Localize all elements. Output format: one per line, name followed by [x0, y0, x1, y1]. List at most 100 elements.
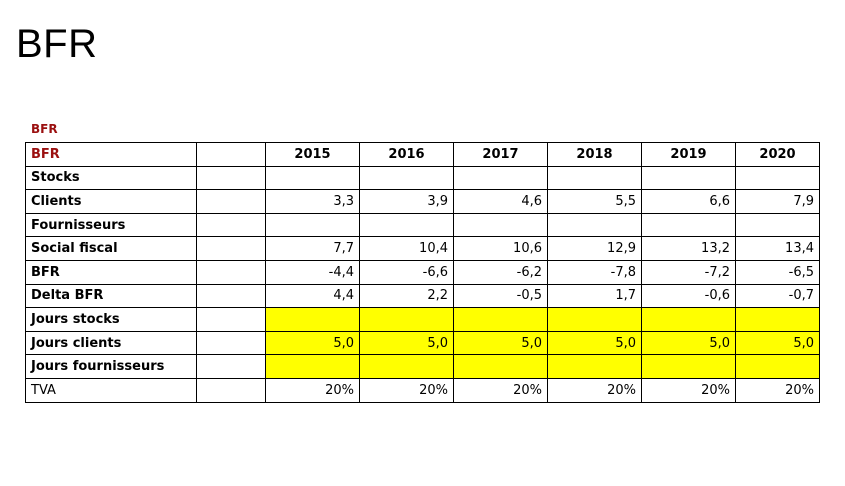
row-bfr: BFR -4,4 -6,6 -6,2 -7,8 -7,2 -6,5 [25, 259, 820, 285]
input-cell[interactable] [359, 354, 454, 379]
value-cell: 20% [547, 377, 642, 403]
value-cell [641, 212, 736, 238]
row-label: Stocks [25, 165, 197, 191]
value-cell: -7,2 [641, 259, 736, 285]
value-cell: 4,4 [265, 283, 360, 309]
value-cell [735, 165, 820, 191]
input-cell[interactable] [735, 354, 820, 379]
value-cell: 20% [453, 377, 548, 403]
row-delta-bfr: Delta BFR 4,4 2,2 -0,5 1,7 -0,6 -0,7 [25, 283, 820, 309]
input-cell[interactable] [641, 307, 736, 332]
value-cell: 13,4 [735, 236, 820, 261]
value-cell [359, 212, 454, 238]
value-cell [453, 165, 548, 191]
blank-cell [196, 189, 266, 214]
value-cell: 5,5 [547, 189, 642, 214]
value-cell: 10,4 [359, 236, 454, 261]
value-cell: 3,3 [265, 189, 360, 214]
blank-cell [196, 354, 266, 379]
row-label: Fournisseurs [25, 212, 197, 238]
year-2016: 2016 [359, 142, 454, 167]
value-cell: 12,9 [547, 236, 642, 261]
input-cell[interactable]: 5,0 [265, 330, 360, 356]
value-cell: 20% [641, 377, 736, 403]
row-label: BFR [25, 259, 197, 285]
input-cell[interactable]: 5,0 [453, 330, 548, 356]
year-2019: 2019 [641, 142, 736, 167]
row-fournisseurs: Fournisseurs [25, 212, 820, 238]
value-cell: -6,6 [359, 259, 454, 285]
blank-cell [196, 165, 266, 191]
year-2015: 2015 [265, 142, 360, 167]
value-cell: 20% [735, 377, 820, 403]
blank-cell [196, 212, 266, 238]
blank-cell [196, 236, 266, 261]
blank-cell [196, 283, 266, 309]
input-cell[interactable] [547, 307, 642, 332]
row-tva: TVA 20% 20% 20% 20% 20% 20% [25, 377, 820, 403]
header-label: BFR [25, 142, 197, 167]
table-caption: BFR [31, 122, 58, 136]
value-cell: -6,5 [735, 259, 820, 285]
input-cell[interactable]: 5,0 [641, 330, 736, 356]
value-cell: -4,4 [265, 259, 360, 285]
blank-cell [196, 330, 266, 356]
input-cell[interactable] [359, 307, 454, 332]
value-cell: 7,7 [265, 236, 360, 261]
row-label: Jours stocks [25, 307, 197, 332]
page-title: BFR [16, 22, 98, 66]
value-cell [641, 165, 736, 191]
row-label: Social fiscal [25, 236, 197, 261]
input-cell[interactable] [265, 307, 360, 332]
value-cell: 13,2 [641, 236, 736, 261]
blank-cell [196, 142, 266, 167]
value-cell: 10,6 [453, 236, 548, 261]
value-cell: 2,2 [359, 283, 454, 309]
value-cell [547, 165, 642, 191]
value-cell [265, 212, 360, 238]
year-2018: 2018 [547, 142, 642, 167]
value-cell: 1,7 [547, 283, 642, 309]
input-cell[interactable]: 5,0 [547, 330, 642, 356]
value-cell [735, 212, 820, 238]
value-cell: 3,9 [359, 189, 454, 214]
value-cell: 6,6 [641, 189, 736, 214]
row-jours-clients: Jours clients 5,0 5,0 5,0 5,0 5,0 5,0 [25, 330, 820, 356]
row-label: Clients [25, 189, 197, 214]
input-cell[interactable]: 5,0 [735, 330, 820, 356]
row-jours-fournisseurs: Jours fournisseurs [25, 354, 820, 379]
blank-cell [196, 377, 266, 403]
value-cell: -7,8 [547, 259, 642, 285]
row-clients: Clients 3,3 3,9 4,6 5,5 6,6 7,9 [25, 189, 820, 214]
row-label: TVA [25, 377, 197, 403]
bfr-table: BFR 2015 2016 2017 2018 2019 2020 Stocks… [25, 142, 820, 403]
input-cell[interactable] [641, 354, 736, 379]
value-cell [359, 165, 454, 191]
value-cell: -0,7 [735, 283, 820, 309]
row-label: Delta BFR [25, 283, 197, 309]
input-cell[interactable]: 5,0 [359, 330, 454, 356]
year-2020: 2020 [735, 142, 820, 167]
value-cell: 20% [359, 377, 454, 403]
input-cell[interactable] [265, 354, 360, 379]
value-cell [547, 212, 642, 238]
row-jours-stocks: Jours stocks [25, 307, 820, 332]
input-cell[interactable] [547, 354, 642, 379]
row-social-fiscal: Social fiscal 7,7 10,4 10,6 12,9 13,2 13… [25, 236, 820, 261]
header-row: BFR 2015 2016 2017 2018 2019 2020 [25, 142, 820, 167]
row-label: Jours clients [25, 330, 197, 356]
value-cell: -0,6 [641, 283, 736, 309]
row-label: Jours fournisseurs [25, 354, 197, 379]
value-cell: -0,5 [453, 283, 548, 309]
input-cell[interactable] [453, 307, 548, 332]
value-cell: 7,9 [735, 189, 820, 214]
blank-cell [196, 307, 266, 332]
row-stocks: Stocks [25, 165, 820, 191]
input-cell[interactable] [735, 307, 820, 332]
input-cell[interactable] [453, 354, 548, 379]
value-cell: -6,2 [453, 259, 548, 285]
value-cell [453, 212, 548, 238]
value-cell [265, 165, 360, 191]
value-cell: 20% [265, 377, 360, 403]
blank-cell [196, 259, 266, 285]
